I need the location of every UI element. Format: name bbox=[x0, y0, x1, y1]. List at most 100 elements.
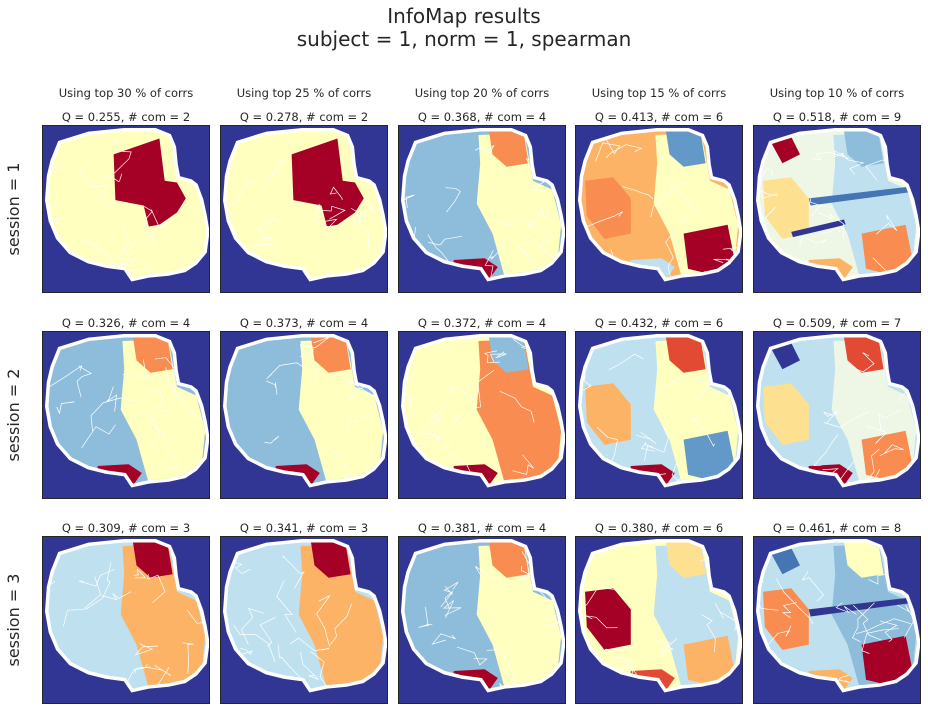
community-map-panel bbox=[398, 331, 566, 499]
community-region bbox=[489, 542, 529, 578]
column-header: Using top 20 % of corrs bbox=[414, 86, 550, 100]
parcel-boundary bbox=[445, 187, 461, 213]
parcel-boundary bbox=[585, 615, 618, 629]
parcel-boundary bbox=[650, 181, 689, 218]
community-map-panel bbox=[220, 536, 388, 704]
parcel-boundary bbox=[276, 580, 297, 633]
parcel-boundary bbox=[85, 561, 112, 610]
community-region bbox=[585, 177, 631, 239]
parcel-boundary bbox=[581, 586, 599, 639]
parcel-boundary bbox=[353, 196, 375, 229]
parcel-boundary bbox=[823, 411, 870, 429]
parcel-boundary bbox=[315, 205, 346, 220]
parcel-boundary bbox=[838, 674, 850, 683]
column-header: Using top 10 % of corrs bbox=[769, 86, 905, 100]
parcel-boundary bbox=[472, 369, 495, 410]
parcel-boundary bbox=[56, 401, 75, 415]
parcel-boundary bbox=[491, 683, 511, 689]
parcel-boundary bbox=[300, 337, 330, 363]
parcel-boundary bbox=[644, 426, 669, 461]
parcel-boundary bbox=[588, 584, 617, 590]
parcel-boundary bbox=[79, 171, 114, 209]
parcel-boundary bbox=[595, 138, 621, 162]
parcel-boundary bbox=[346, 413, 371, 430]
row-label: session = 2 bbox=[4, 368, 23, 462]
parcel-boundary bbox=[582, 211, 623, 229]
parcel-boundary bbox=[657, 375, 683, 390]
parcel-boundary bbox=[266, 380, 278, 395]
community-region bbox=[113, 138, 186, 227]
parcel-boundary bbox=[134, 643, 159, 656]
parcel-boundary bbox=[118, 226, 139, 266]
parcel-boundary bbox=[264, 159, 285, 191]
parcel-boundary bbox=[299, 348, 319, 382]
parcel-boundary bbox=[448, 384, 475, 401]
parcel-boundary bbox=[640, 441, 656, 452]
parcel-boundary bbox=[722, 247, 740, 264]
parcel-boundary bbox=[484, 250, 506, 278]
parcel-boundary bbox=[350, 207, 370, 250]
parcel-boundary bbox=[300, 652, 319, 680]
community-map-panel bbox=[398, 536, 566, 704]
parcel-boundary bbox=[656, 473, 689, 484]
parcel-boundary bbox=[444, 585, 453, 610]
parcel-boundary bbox=[856, 352, 875, 373]
parcel-boundary bbox=[133, 568, 147, 579]
panel-title: Q = 0.380, # com = 6 bbox=[594, 521, 724, 535]
community-map-panel bbox=[753, 536, 921, 704]
parcel-boundary bbox=[146, 209, 171, 242]
community-region bbox=[311, 542, 351, 578]
parcel-boundary bbox=[443, 438, 473, 476]
community-region bbox=[298, 339, 384, 484]
parcel-boundary bbox=[851, 602, 875, 643]
community-map-panel bbox=[42, 536, 210, 704]
parcel-boundary bbox=[474, 145, 495, 154]
parcel-boundary bbox=[713, 258, 731, 263]
parcel-boundary bbox=[813, 433, 839, 466]
panel-title: Q = 0.368, # com = 4 bbox=[417, 110, 547, 124]
parcel-boundary bbox=[83, 239, 126, 275]
parcel-boundary bbox=[781, 602, 797, 619]
community-region bbox=[808, 597, 917, 617]
parcel-boundary bbox=[635, 431, 657, 444]
community-region bbox=[291, 138, 364, 227]
parcel-boundary bbox=[147, 413, 161, 451]
parcel-boundary bbox=[512, 454, 534, 475]
community-map bbox=[399, 537, 565, 703]
parcel-boundary bbox=[330, 603, 352, 645]
parcel-boundary bbox=[456, 646, 488, 666]
community-map-panel bbox=[575, 125, 743, 293]
parcel-boundary bbox=[332, 449, 353, 484]
parcel-boundary bbox=[879, 620, 898, 642]
parcel-boundary bbox=[452, 413, 468, 428]
parcel-boundary bbox=[475, 565, 500, 584]
community-map bbox=[399, 126, 565, 292]
row-label: session = 1 bbox=[4, 162, 23, 256]
parcel-boundary bbox=[165, 367, 206, 423]
community-region bbox=[771, 547, 800, 575]
parcel-boundary bbox=[489, 351, 507, 363]
parcel-boundary bbox=[608, 353, 644, 371]
parcel-boundary bbox=[761, 625, 792, 653]
parcel-boundary bbox=[78, 568, 115, 587]
figure-title: InfoMap results bbox=[387, 4, 541, 28]
parcel-boundary bbox=[701, 614, 716, 653]
parcel-boundary bbox=[596, 426, 619, 465]
community-region bbox=[133, 542, 173, 578]
parcel-boundary bbox=[329, 186, 343, 201]
parcel-boundary bbox=[622, 186, 654, 200]
column-header: Using top 15 % of corrs bbox=[591, 86, 727, 100]
panel-title: Q = 0.309, # com = 3 bbox=[61, 521, 191, 535]
community-map-panel bbox=[575, 536, 743, 704]
parcel-boundary bbox=[102, 173, 123, 183]
parcel-boundary bbox=[233, 624, 276, 663]
parcel-boundary bbox=[542, 613, 561, 627]
parcel-boundary bbox=[665, 228, 677, 278]
community-region bbox=[771, 136, 800, 164]
parcel-boundary bbox=[404, 372, 416, 408]
parcel-boundary bbox=[852, 605, 882, 641]
parcel-boundary bbox=[801, 570, 824, 602]
parcel-boundary bbox=[810, 198, 823, 218]
parcel-boundary bbox=[113, 138, 132, 174]
parcel-boundary bbox=[876, 214, 898, 235]
